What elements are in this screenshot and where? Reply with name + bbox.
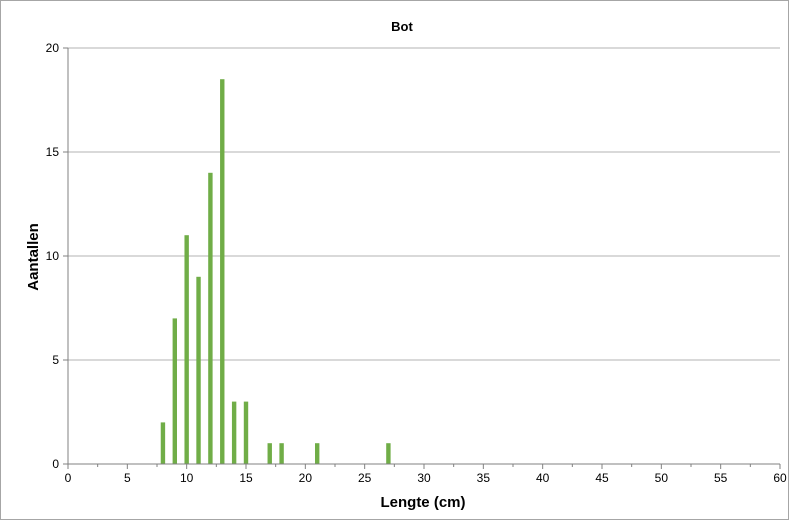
y-tick-label: 0 bbox=[52, 457, 59, 471]
x-tick-label: 15 bbox=[239, 471, 253, 485]
x-axis-label: Lengte (cm) bbox=[380, 494, 465, 511]
x-tick-label: 45 bbox=[595, 471, 609, 485]
bar-10 bbox=[184, 235, 189, 464]
bar-9 bbox=[172, 318, 177, 464]
y-tick-label: 20 bbox=[46, 41, 60, 55]
bar-12 bbox=[208, 172, 213, 465]
x-tick-label: 5 bbox=[124, 471, 131, 485]
bar-27 bbox=[386, 443, 391, 464]
axes bbox=[63, 47, 781, 469]
bar-17 bbox=[267, 443, 272, 464]
x-tick-label: 40 bbox=[536, 471, 550, 485]
x-tick-label: 0 bbox=[65, 471, 72, 485]
x-tick-label: 50 bbox=[655, 471, 669, 485]
bar-21 bbox=[315, 443, 320, 464]
chart-title: Bot bbox=[391, 19, 413, 34]
y-tick-labels: 0 5 10 15 20 bbox=[46, 41, 60, 471]
y-axis-label: Aantallen bbox=[25, 223, 42, 291]
bar-8 bbox=[160, 422, 166, 464]
y-tick-label: 5 bbox=[52, 353, 59, 367]
bar-13 bbox=[220, 79, 225, 464]
x-tick-labels: 0 5 10 15 20 25 30 35 40 45 50 55 60 bbox=[65, 471, 787, 485]
x-tick-label: 35 bbox=[477, 471, 491, 485]
x-tick-label: 60 bbox=[773, 471, 787, 485]
bar-18 bbox=[279, 443, 284, 464]
x-tick-label: 55 bbox=[714, 471, 728, 485]
y-tick-label: 10 bbox=[46, 249, 60, 263]
y-tick-label: 15 bbox=[46, 145, 60, 159]
x-tick-label: 30 bbox=[417, 471, 431, 485]
bars bbox=[160, 79, 391, 465]
x-tick-label: 25 bbox=[358, 471, 372, 485]
x-tick-label: 10 bbox=[180, 471, 194, 485]
bar-11 bbox=[196, 276, 201, 464]
x-tick-label: 20 bbox=[299, 471, 313, 485]
bar-14 bbox=[231, 401, 237, 464]
gridlines bbox=[68, 47, 780, 361]
bar-15 bbox=[243, 401, 249, 464]
